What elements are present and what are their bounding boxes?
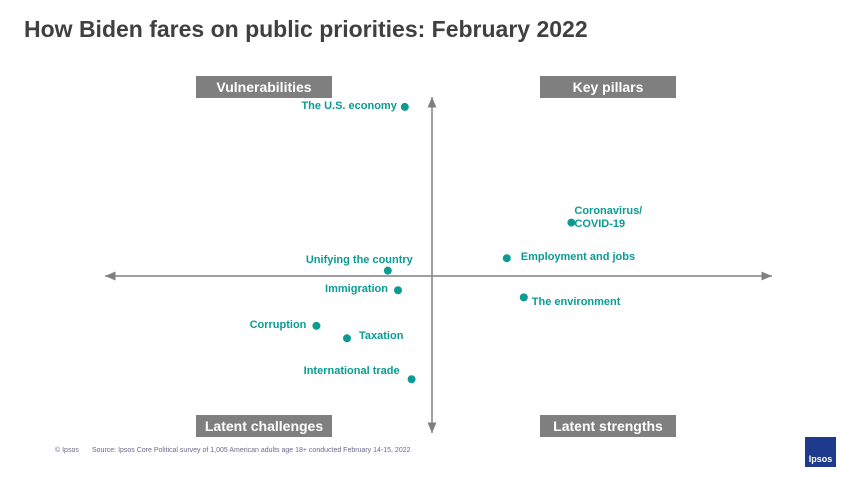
- quadrant-label: Vulnerabilities: [196, 76, 332, 98]
- logo: Ipsos: [805, 437, 836, 467]
- point-label: Unifying the country: [305, 253, 413, 266]
- quadrant-label: Latent strengths: [540, 415, 676, 437]
- point-label: Taxation: [359, 330, 404, 343]
- point: [567, 218, 576, 227]
- point-label: Employment and jobs: [520, 251, 636, 264]
- copyright: © Ipsos: [55, 447, 79, 454]
- point: [312, 321, 321, 330]
- quadrant-label: Key pillars: [540, 76, 676, 98]
- chart-title: How Biden fares on public priorities: Fe…: [24, 16, 588, 42]
- point: [383, 266, 392, 275]
- quadrant-label: Latent challenges: [196, 415, 332, 437]
- point: [502, 254, 511, 263]
- point-label: Corruption: [249, 318, 307, 331]
- point: [519, 293, 528, 302]
- point: [400, 102, 409, 111]
- point: [407, 375, 416, 384]
- point-label: International trade: [303, 365, 400, 378]
- point-label: Immigration: [325, 283, 388, 296]
- point-label: Coronavirus/ COVID-19: [574, 204, 643, 230]
- point: [394, 286, 402, 295]
- point: [343, 334, 351, 343]
- point-label: The U.S. economy: [301, 99, 397, 112]
- point-label: The environment: [531, 296, 621, 309]
- source: Source: Ipsos Core Political survey of 1…: [92, 447, 411, 454]
